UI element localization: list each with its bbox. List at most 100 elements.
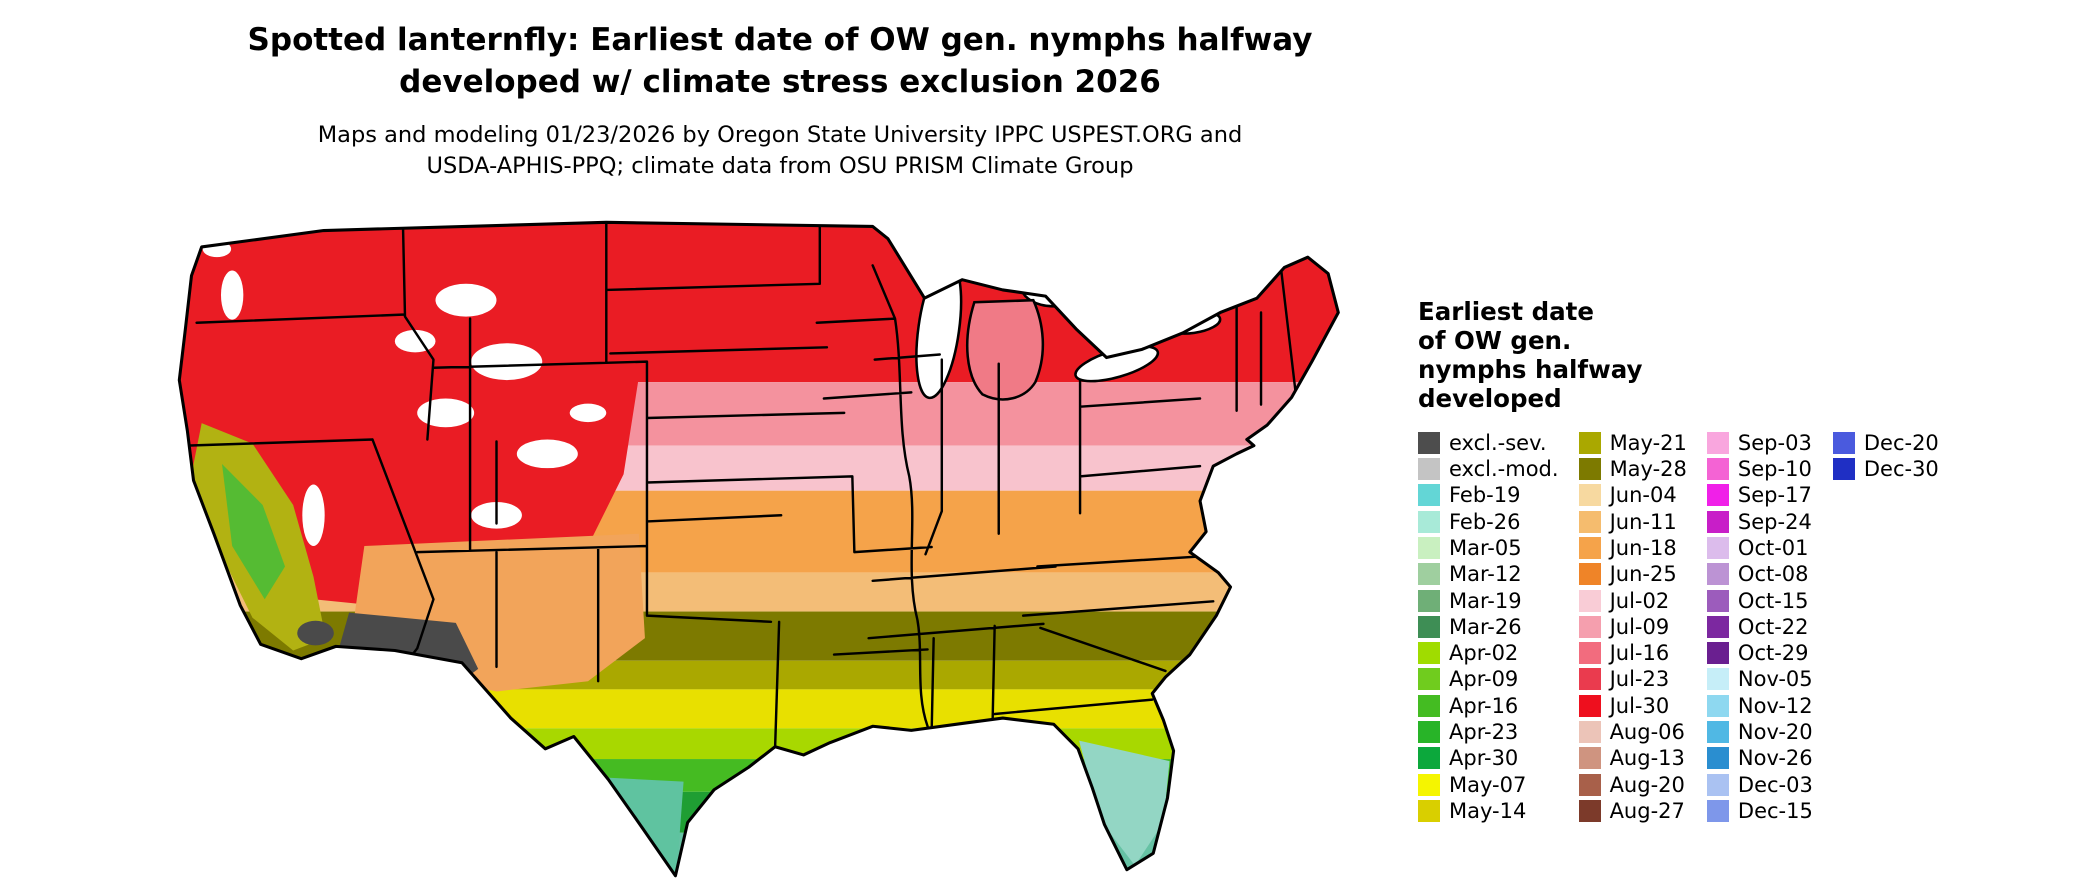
- legend-item: Feb-26: [1418, 509, 1559, 535]
- legend-swatch: [1832, 431, 1855, 454]
- legend-swatch: [1418, 536, 1440, 559]
- legend-swatch: [1578, 721, 1601, 744]
- legend-item-label: Mar-19: [1449, 588, 1522, 613]
- legend-item-label: Oct-15: [1737, 588, 1809, 613]
- legend-item: Jul-16: [1578, 640, 1687, 666]
- legend-item: Oct-08: [1706, 561, 1813, 587]
- legend-swatch: [1706, 799, 1729, 822]
- legend-swatch: [1418, 668, 1440, 691]
- legend-swatch: [1418, 773, 1440, 796]
- legend-column: excl.-sev. excl.-mod. Feb-19 Feb-26 Mar-05 Ma…: [1418, 430, 1559, 824]
- legend-swatch: [1706, 484, 1729, 507]
- us-map-container: [161, 208, 1381, 884]
- legend-swatch: [1706, 773, 1729, 796]
- legend-item: Aug-06: [1578, 719, 1687, 745]
- legend-item: Dec-03: [1706, 771, 1813, 797]
- legend-item: Jul-02: [1578, 587, 1687, 613]
- band-jul-late: [179, 222, 1339, 383]
- legend-item-label: Jul-16: [1609, 641, 1670, 666]
- legend-item-label: Feb-19: [1449, 483, 1521, 508]
- legend-column: Dec-20 Dec-30: [1832, 430, 1939, 483]
- legend-item: Mar-26: [1418, 614, 1559, 640]
- legend-swatch: [1418, 721, 1440, 744]
- legend-swatch: [1706, 642, 1729, 665]
- legend-item: May-14: [1418, 798, 1559, 824]
- legend-item: Aug-13: [1578, 745, 1687, 771]
- legend-item-label: Aug-06: [1609, 720, 1685, 745]
- us-outline: [177, 220, 1340, 878]
- legend-item: Jun-11: [1578, 509, 1687, 535]
- legend-swatch: [1706, 563, 1729, 586]
- legend-item-label: Aug-13: [1609, 746, 1685, 771]
- legend-item-label: Mar-26: [1449, 614, 1522, 639]
- legend-item-label: Aug-20: [1609, 772, 1685, 797]
- legend-item: Dec-15: [1706, 798, 1813, 824]
- legend-item: Oct-22: [1706, 614, 1813, 640]
- patch-mountain-white: [202, 240, 607, 546]
- legend-swatch: [1706, 668, 1729, 691]
- legend-swatch: [1706, 589, 1729, 612]
- legend-item-label: Apr-09: [1449, 667, 1519, 692]
- legend-item: excl.-sev.: [1418, 430, 1559, 456]
- legend-swatch: [1578, 510, 1601, 533]
- legend-swatch: [1578, 563, 1601, 586]
- legend-item-label: Mar-05: [1449, 535, 1522, 560]
- legend-item: Nov-20: [1706, 719, 1813, 745]
- legend-swatch: [1706, 431, 1729, 454]
- legend-swatch: [1578, 458, 1601, 481]
- legend-swatch: [1578, 589, 1601, 612]
- legend-item-label: Sep-03: [1737, 430, 1812, 455]
- legend-item-label: Nov-12: [1737, 693, 1813, 718]
- legend-item-label: May-07: [1449, 772, 1527, 797]
- legend-swatch: [1418, 484, 1440, 507]
- legend-item: Nov-26: [1706, 745, 1813, 771]
- state-borders: [185, 222, 1297, 751]
- legend-swatch: [1578, 431, 1601, 454]
- legend-item: Aug-27: [1578, 798, 1687, 824]
- legend-swatch: [1578, 668, 1601, 691]
- legend-item-label: Aug-27: [1609, 798, 1685, 823]
- legend-swatch: [1418, 589, 1440, 612]
- legend-item: May-28: [1578, 456, 1687, 482]
- legend-item-label: Oct-29: [1737, 641, 1809, 666]
- legend-item-label: Jun-04: [1609, 483, 1677, 508]
- legend-item-label: May-28: [1609, 457, 1687, 482]
- legend-item-label: Sep-10: [1737, 457, 1812, 482]
- legend-item-label: Apr-16: [1449, 693, 1519, 718]
- legend-item-label: excl.-sev.: [1449, 430, 1547, 455]
- legend-item-label: Dec-15: [1737, 798, 1813, 823]
- legend-item: Mar-12: [1418, 561, 1559, 587]
- legend-title: Earliest date of OW gen. nymphs halfway …: [1418, 297, 1643, 413]
- legend-item: Sep-24: [1706, 509, 1813, 535]
- legend-swatch: [1578, 773, 1601, 796]
- patch-se-california-gray: [297, 620, 334, 646]
- legend-item: Nov-05: [1706, 666, 1813, 692]
- legend-swatch: [1706, 510, 1729, 533]
- legend-item: Dec-20: [1832, 430, 1939, 456]
- legend-item-label: Sep-17: [1737, 483, 1812, 508]
- legend-item-label: Mar-12: [1449, 562, 1522, 587]
- band-apr-early: [179, 791, 1339, 833]
- legend-item: Apr-30: [1418, 745, 1559, 771]
- legend-item: Apr-02: [1418, 640, 1559, 666]
- legend-swatch: [1578, 747, 1601, 770]
- legend-item-label: Jun-18: [1609, 535, 1677, 560]
- patch-south-florida-teal: [1079, 740, 1170, 866]
- legend-item: Aug-20: [1578, 771, 1687, 797]
- legend-item: Dec-30: [1832, 456, 1939, 482]
- legend-item: Oct-15: [1706, 587, 1813, 613]
- legend-item: Feb-19: [1418, 482, 1559, 508]
- legend-swatch: [1418, 615, 1440, 638]
- legend-swatch: [1418, 747, 1440, 770]
- legend-swatch: [1706, 458, 1729, 481]
- legend-item: Jun-25: [1578, 561, 1687, 587]
- legend-columns: excl.-sev. excl.-mod. Feb-19 Feb-26 Mar-05 Ma…: [1418, 430, 1939, 824]
- legend-swatch: [1418, 799, 1440, 822]
- legend-swatch: [1578, 799, 1601, 822]
- legend-item-label: May-21: [1609, 430, 1687, 455]
- legend-item: Apr-09: [1418, 666, 1559, 692]
- legend-item: May-07: [1418, 771, 1559, 797]
- legend-item-label: Jun-25: [1609, 562, 1677, 587]
- legend-item-label: May-14: [1449, 798, 1527, 823]
- page-title: Spotted lanternfly: Earliest date of OW …: [247, 22, 1313, 100]
